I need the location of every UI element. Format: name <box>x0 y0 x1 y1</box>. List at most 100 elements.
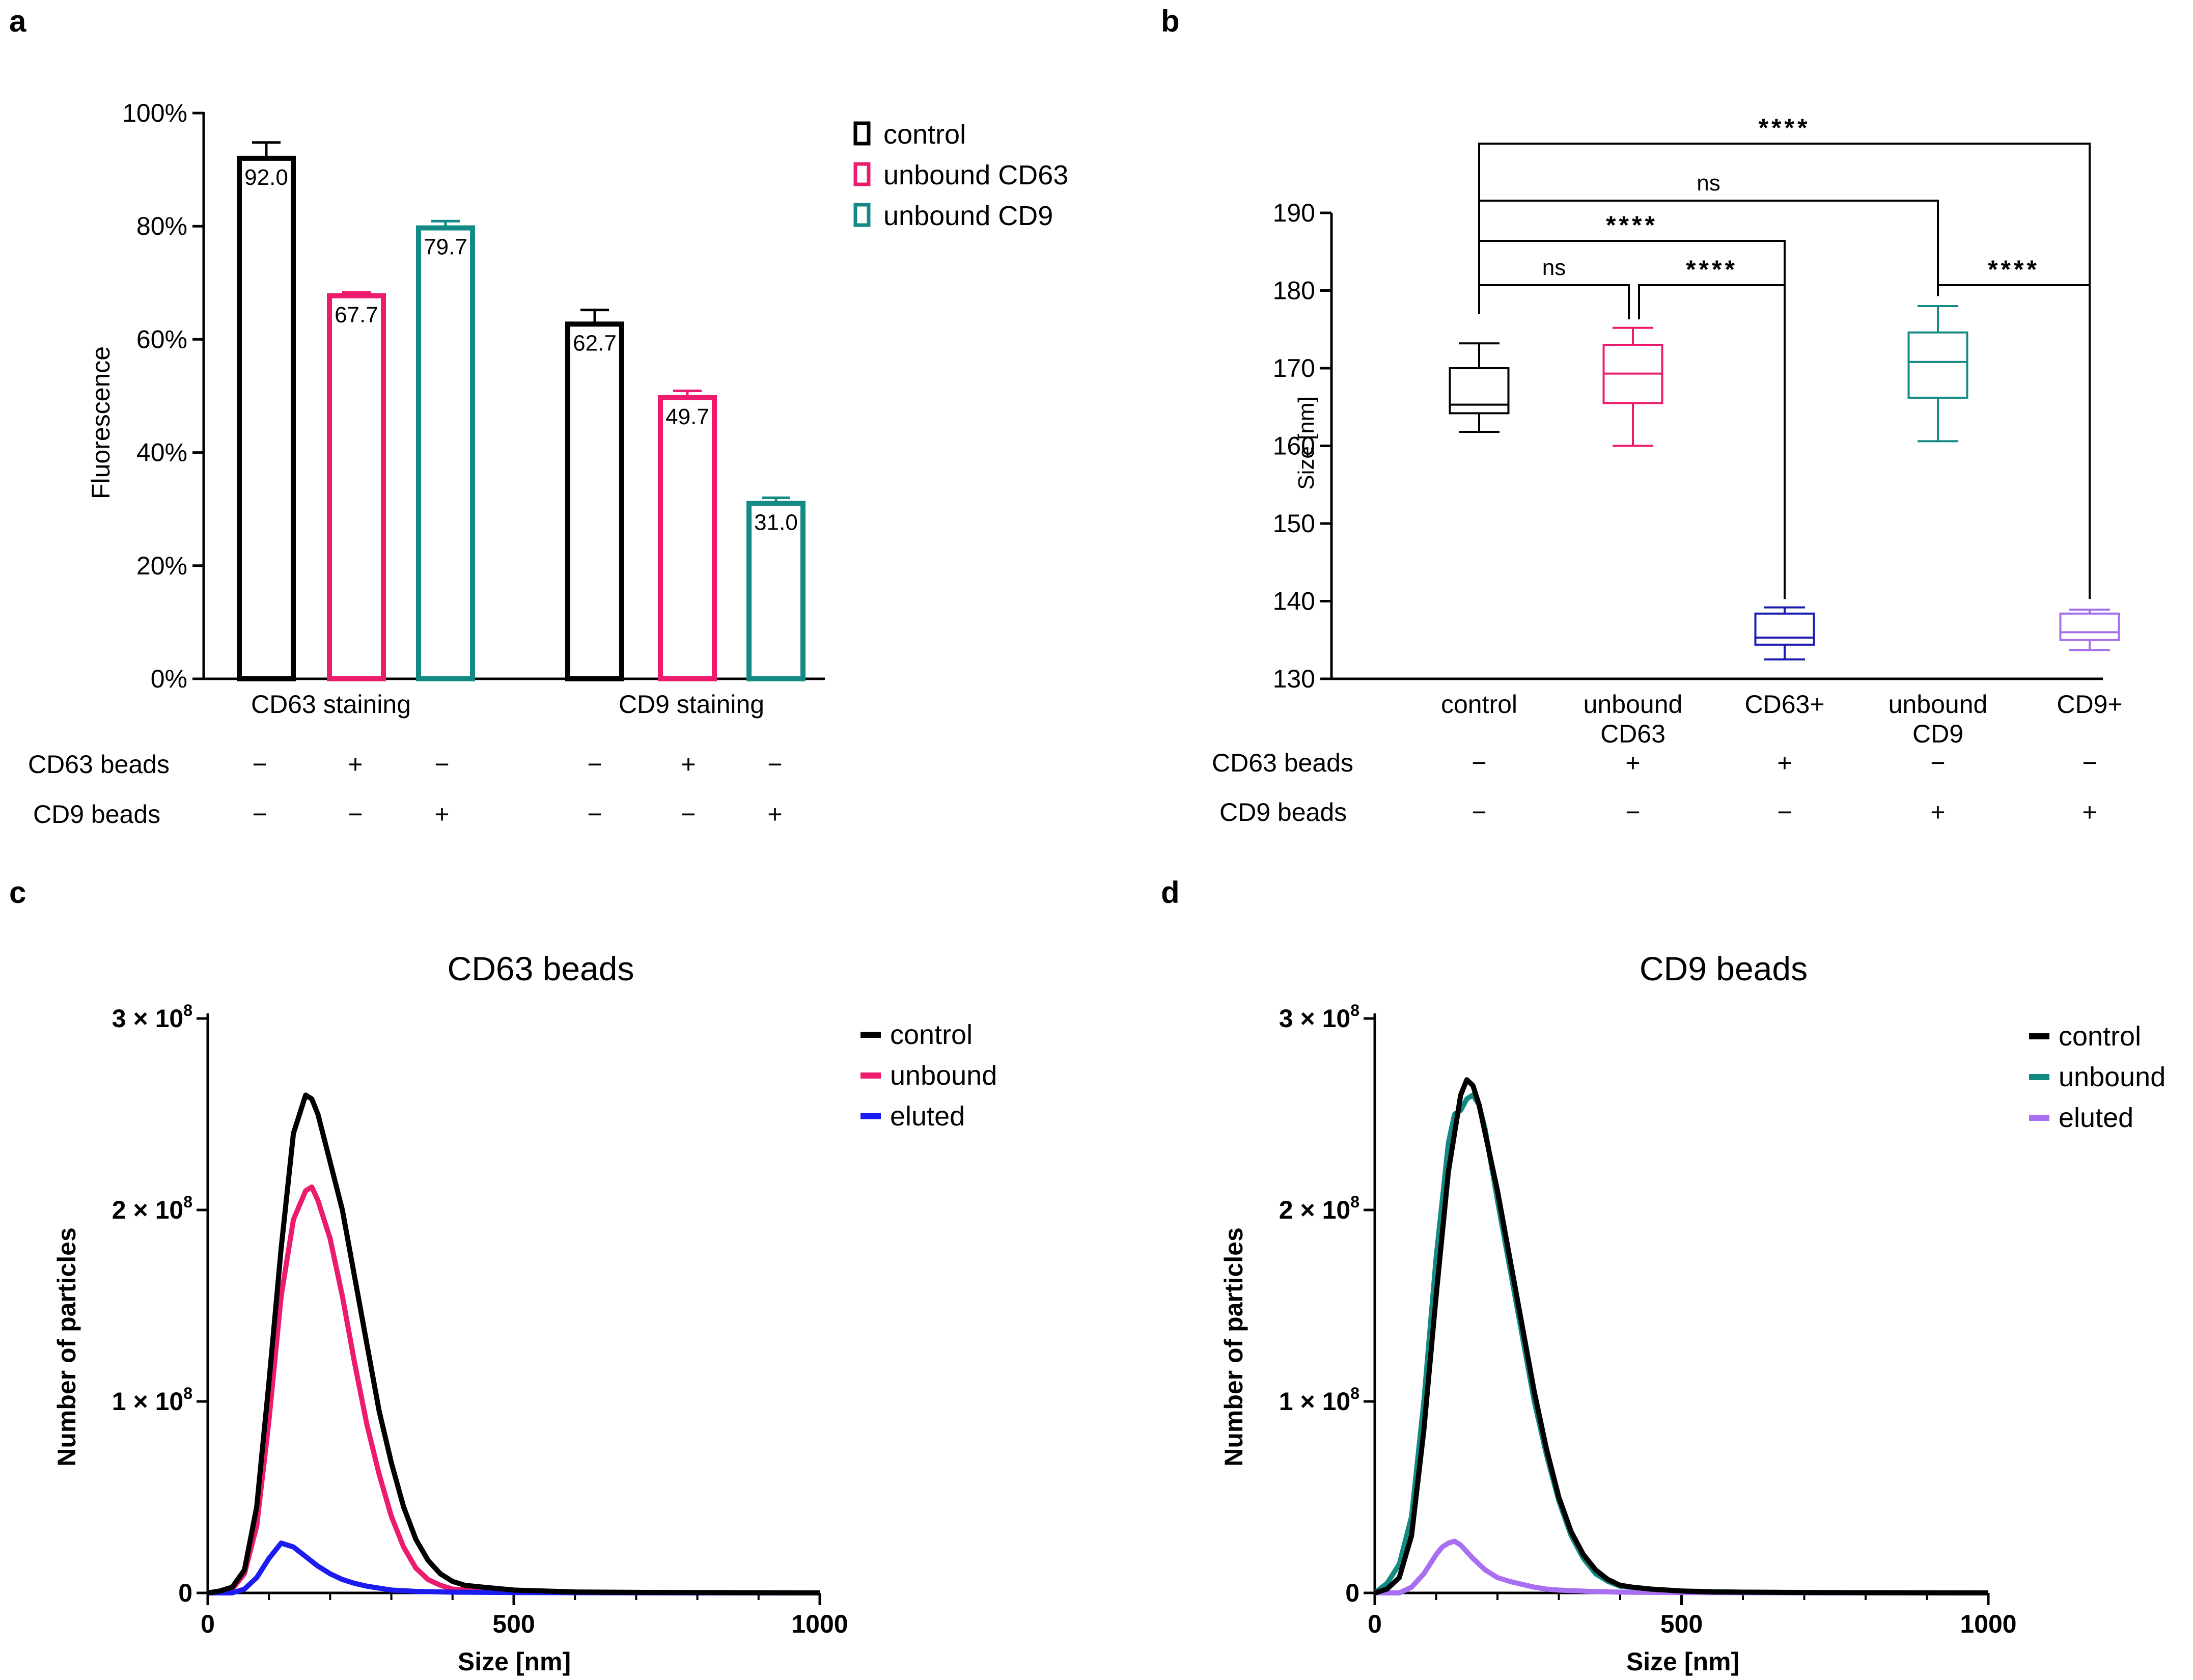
box-iqr <box>1754 612 1815 646</box>
bar-unbound-cd63 <box>658 395 717 681</box>
panel-d-series-unbound <box>1373 1092 1989 1595</box>
panel-b-y-axis: 130 140 150 160 170 180 190 <box>1273 199 2103 693</box>
panel-letter-a: a <box>9 4 26 38</box>
panel-d-x-label: Size [nm] <box>1626 1647 1739 1676</box>
legend-label-eluted-d: eluted <box>2059 1103 2133 1133</box>
panel-a-group-labels: CD63 staining CD9 staining <box>251 690 764 719</box>
condition-sign: − <box>1472 798 1486 827</box>
panel-b-y-tick-label: 130 <box>1273 665 1315 693</box>
panel-d-x-tick-label: 1000 <box>1960 1610 2016 1638</box>
legend-label-unbound-c: unbound <box>890 1060 997 1091</box>
condition-sign: + <box>2082 798 2097 827</box>
panel-c-y-tick-label: 1 × 108 <box>112 1384 192 1416</box>
panel-a-y-tick-label: 80% <box>136 212 187 240</box>
panel-c-y-tick-label: 0 <box>178 1579 192 1607</box>
condition-sign: − <box>348 800 363 829</box>
condition-sign: + <box>348 750 363 779</box>
panel-d-y-tick-label: 2 × 108 <box>1279 1193 1359 1224</box>
significance-label: **** <box>1759 114 1811 142</box>
box-iqr <box>2059 612 2120 641</box>
bar-unbound-cd9 <box>746 501 806 682</box>
panel-d-y-tick-label: 3 × 108 <box>1279 1001 1359 1033</box>
condition-label-cd63-beads: CD63 beads <box>28 750 170 779</box>
bar-value-label: 67.7 <box>335 302 378 327</box>
panel-c-y-tick-exponent: 8 <box>183 1384 192 1402</box>
panel-d-x-tick-label: 500 <box>1660 1610 1703 1638</box>
category-label: CD9 <box>1912 720 1963 748</box>
bar-unbound-cd63 <box>327 293 386 681</box>
condition-sign: − <box>434 750 449 779</box>
bar-value-label: 49.7 <box>665 404 709 429</box>
panel-c-y-tick-label: 2 × 108 <box>112 1193 192 1224</box>
condition-sign: − <box>252 800 267 829</box>
category-label: CD9+ <box>2057 690 2122 719</box>
legend-swatch-unbound-cd63 <box>853 162 871 186</box>
panel-d-y-tick-exponent: 8 <box>1350 1193 1359 1211</box>
panel-d-x-tick-label: 0 <box>1368 1610 1382 1638</box>
bar-control <box>565 321 624 681</box>
panel-d-series-eluted <box>1375 1538 1988 1595</box>
panel-b-y-label: Size [nm] <box>1294 396 1319 489</box>
condition-sign: + <box>1777 749 1792 777</box>
panel-b-y-tick-label: 170 <box>1273 354 1315 382</box>
panel-c-x-tick-label: 500 <box>492 1610 535 1638</box>
panel-b-significance: **** ns **** ns **** **** <box>1478 114 2091 599</box>
panel-b-boxes <box>1449 305 2120 660</box>
significance-bracket <box>1937 284 2091 599</box>
panel-d-title: CD9 beads <box>1640 950 1808 987</box>
condition-label-cd63-beads-b: CD63 beads <box>1212 749 1353 777</box>
panel-a-legend: control unbound CD63 unbound CD9 <box>853 119 1068 231</box>
panel-b-y-tick-label: 140 <box>1273 587 1315 616</box>
panel-d-y-tick-label: 0 <box>1345 1579 1359 1607</box>
legend-label-eluted-c: eluted <box>890 1101 965 1132</box>
panel-d-legend: control unbound eluted <box>2029 1021 2166 1133</box>
panel-c-y-tick-label: 3 × 108 <box>112 1001 192 1033</box>
bar-unbound-cd9 <box>416 225 475 681</box>
panel-c-x-tick-label: 0 <box>201 1610 215 1638</box>
panel-a-y-tick-label: 20% <box>136 552 187 580</box>
category-label: unbound <box>1889 690 1988 719</box>
panel-c-series-eluted <box>208 1540 820 1595</box>
box-iqr <box>1449 367 1510 415</box>
condition-sign: − <box>767 750 782 779</box>
bar-control <box>237 155 296 681</box>
significance-label: ns <box>1542 255 1566 280</box>
condition-sign: + <box>767 800 782 829</box>
panel-d-lines <box>1373 1077 1989 1595</box>
significance-label: ns <box>1697 171 1720 196</box>
bar-value-label: 62.7 <box>573 331 617 355</box>
panel-a-y-axis: 0% 20% 40% 60% 80% 100% <box>122 99 205 693</box>
condition-sign: − <box>2082 749 2097 777</box>
panel-b-y-tick-label: 150 <box>1273 509 1315 538</box>
panel-c-axes: 0 1 × 108 2 × 108 3 × 108 0 500 1000 <box>112 1001 848 1638</box>
condition-sign: − <box>252 750 267 779</box>
category-label: control <box>1441 690 1517 719</box>
condition-label-cd9-beads-b: CD9 beads <box>1219 798 1347 827</box>
panel-letter-b: b <box>1161 4 1180 38</box>
condition-sign: + <box>1930 798 1945 827</box>
legend-label-control: control <box>883 119 966 150</box>
panel-a-bars: 92.0 62.7 67.7 49.7 79.7 31.0 <box>237 141 806 682</box>
panel-c-series-unbound <box>207 1184 820 1595</box>
panel-b: b Size [nm] 130 140 150 160 170 180 190 contro… <box>1161 4 2123 827</box>
panel-a-y-tick-label: 40% <box>136 438 187 467</box>
condition-sign: − <box>587 750 602 779</box>
panel-a-conditions: CD63 beads CD9 beads − + − − + − − − + − − + <box>28 750 783 829</box>
condition-label-cd9-beads: CD9 beads <box>33 800 160 829</box>
condition-sign: − <box>1625 798 1640 827</box>
legend-swatch-unbound-cd9 <box>853 203 871 227</box>
condition-sign: − <box>1930 749 1945 777</box>
legend-label-unbound-d: unbound <box>2059 1062 2166 1092</box>
panel-c-title: CD63 beads <box>448 950 634 987</box>
bar-value-label: 79.7 <box>424 235 467 260</box>
category-label: unbound <box>1584 690 1683 719</box>
legend-label-unbound-cd9: unbound CD9 <box>883 201 1053 231</box>
panel-c-x-tick-label: 1000 <box>791 1610 848 1638</box>
significance-label: **** <box>1686 255 1738 284</box>
significance-bracket <box>1478 284 1630 320</box>
panel-b-y-tick-label: 160 <box>1273 432 1315 460</box>
significance-label: **** <box>1606 211 1658 239</box>
panel-b-conditions: CD63 beads CD9 beads − + + − − − − − + + <box>1212 749 2097 827</box>
panel-letter-c: c <box>9 875 26 910</box>
